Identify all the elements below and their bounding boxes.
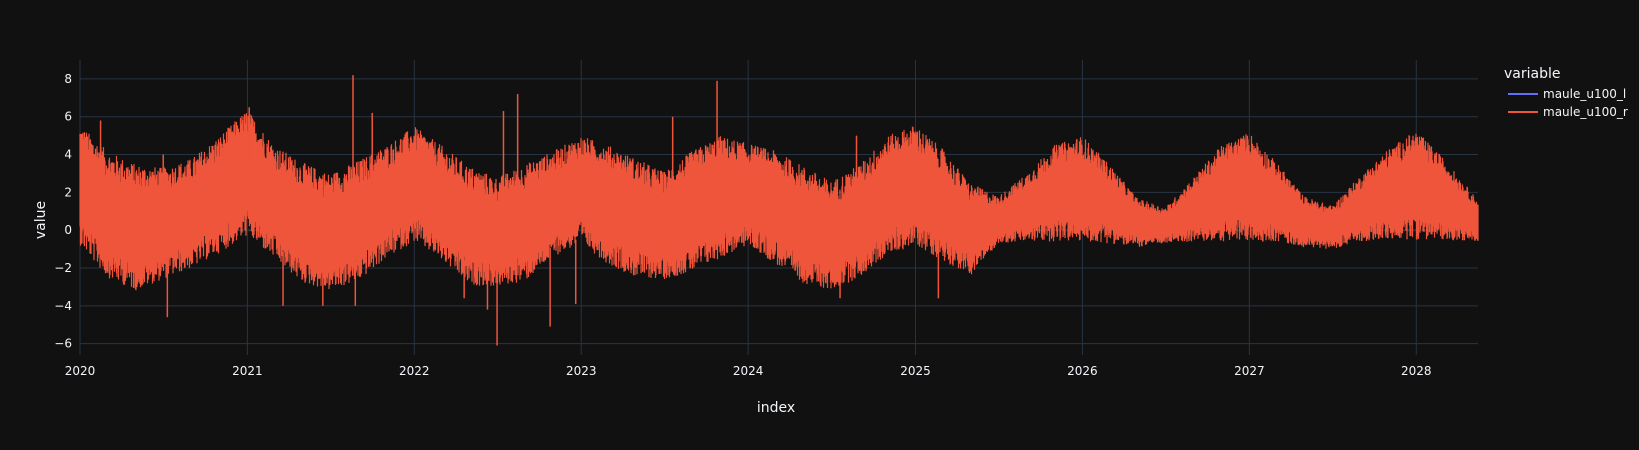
y-tick-label: −2 [54, 261, 72, 275]
y-tick-label: 0 [64, 223, 72, 237]
y-tick-label: 2 [64, 185, 72, 199]
y-axis-title: value [33, 201, 49, 239]
legend-label-r: maule_u100_r [1543, 105, 1628, 119]
y-tick-label: −6 [54, 337, 72, 351]
x-axis-title: index [757, 400, 795, 416]
series-line-maule-u100-r [79, 113, 1479, 291]
legend-item-maule-u100-l[interactable]: maule_u100_l [1508, 87, 1626, 101]
y-axis-ticks: −6 −4 −2 0 2 4 6 8 [54, 72, 72, 351]
x-tick-label: 2025 [900, 364, 931, 378]
x-tick-label: 2027 [1234, 364, 1265, 378]
x-tick-label: 2020 [65, 364, 96, 378]
y-tick-label: 4 [64, 148, 72, 162]
legend: variable maule_u100_l maule_u100_r [1504, 66, 1628, 119]
series-layer[interactable] [79, 75, 1479, 346]
x-tick-label: 2021 [232, 364, 263, 378]
legend-item-maule-u100-r[interactable]: maule_u100_r [1508, 105, 1628, 119]
x-tick-label: 2028 [1401, 364, 1432, 378]
legend-label-l: maule_u100_l [1543, 87, 1626, 101]
x-tick-label: 2022 [399, 364, 430, 378]
y-tick-label: −4 [54, 299, 72, 313]
x-tick-label: 2024 [733, 364, 764, 378]
x-axis-ticks: 2020 2021 2022 2023 2024 2025 2026 2027 2028 [65, 364, 1432, 378]
x-tick-label: 2026 [1067, 364, 1098, 378]
y-tick-label: 6 [64, 110, 72, 124]
legend-title: variable [1504, 66, 1560, 82]
y-tick-label: 8 [64, 72, 72, 86]
x-tick-label: 2023 [566, 364, 597, 378]
